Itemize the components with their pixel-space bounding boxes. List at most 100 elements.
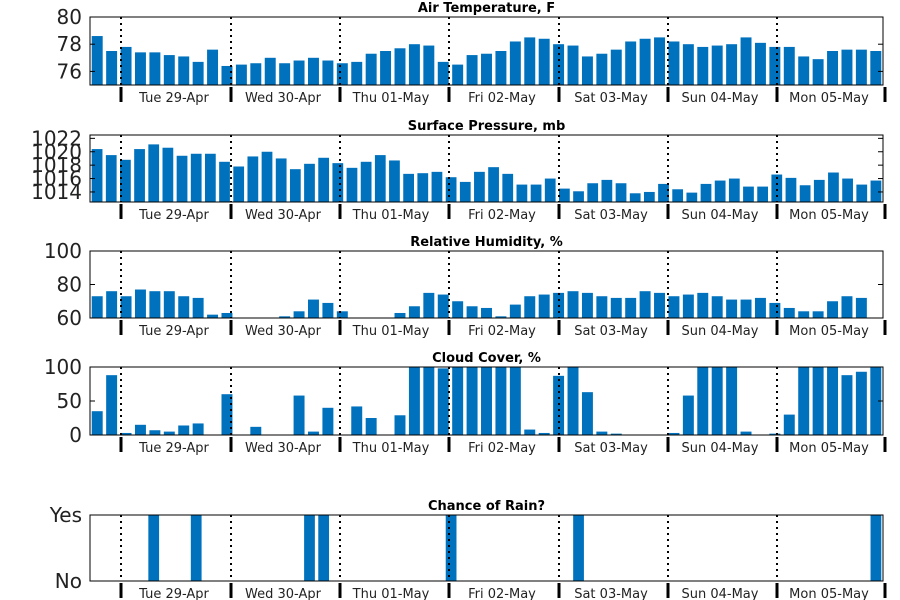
bar [870,51,882,85]
bar [567,291,579,318]
y-tick-label: 1014 [31,180,82,204]
bar [841,296,853,318]
bar [176,155,188,202]
bar [106,291,118,318]
bar [408,367,420,435]
bar [360,161,372,202]
x-tick-label: Sat 03-May [574,91,648,106]
bar [799,185,811,202]
x-tick-label: Mon 05-May [789,324,869,339]
bar [769,302,781,318]
bar [700,183,712,202]
bar [771,174,783,202]
bar [204,153,216,202]
bar [466,306,478,318]
chart-title: Relative Humidity, % [410,235,563,250]
bar [783,414,795,435]
bar [389,160,400,202]
bar [481,53,492,85]
bar [91,149,103,202]
bar [856,184,868,202]
bar [91,36,103,85]
bar [581,392,593,435]
bar [394,415,406,435]
bar [380,51,392,85]
bar [812,59,824,85]
bar [524,296,536,318]
bar [293,60,305,85]
bar [207,49,219,85]
bar [842,178,853,202]
bar [573,515,584,581]
bar [279,63,291,85]
x-tick-label: Mon 05-May [789,441,869,456]
chart-panel-2: Surface Pressure, mb 10141016101810201022… [31,119,887,223]
x-tick-label: Fri 02-May [468,91,536,106]
bar [192,297,204,318]
x-tick-label: Sun 04-May [682,587,759,600]
bar [192,423,204,435]
chart-panel-4: Cloud Cover, % 0 50 100 Tue 29-Apr Wed 30-Apr… [44,351,887,456]
x-tick-mark [775,320,779,335]
bar [841,375,853,435]
bar [221,65,233,85]
x-tick-label: Tue 29-Apr [138,91,209,106]
x-tick-label: Thu 01-May [352,324,430,339]
bar [149,430,161,435]
x-tick-label: Wed 30-Apr [245,441,322,456]
x-tick-label: Sat 03-May [574,324,648,339]
bar [553,44,565,85]
bar [351,406,363,435]
bar [293,395,305,435]
bar [783,46,795,85]
bar [740,431,752,435]
x-tick-mark [229,87,233,102]
bar [219,161,230,202]
x-tick-label: Tue 29-Apr [138,587,209,600]
bar [827,301,839,318]
bar [495,367,507,435]
bar [134,424,146,435]
x-tick-mark [775,204,779,219]
bar [394,312,406,318]
bar [668,296,680,318]
x-tick-label: Sat 03-May [574,208,648,223]
bar [336,63,348,85]
bar [726,299,738,318]
x-tick-mark [557,437,561,452]
x-tick-mark [666,87,670,102]
x-tick-mark [447,583,451,598]
bar [163,291,175,318]
x-tick-mark [119,437,123,452]
x-tick-mark [883,437,887,452]
x-tick-mark [229,437,233,452]
bar [178,56,190,85]
x-tick-label: Sun 04-May [682,441,759,456]
bar [163,431,175,435]
x-tick-label: Wed 30-Apr [245,91,322,106]
x-tick-label: Thu 01-May [352,441,430,456]
bar [827,51,839,85]
x-tick-label: Wed 30-Apr [245,208,322,223]
bar [682,294,694,318]
bar [481,367,492,435]
bar [190,153,202,202]
x-tick-mark [666,204,670,219]
bar [423,45,435,85]
bar [423,367,435,435]
bar [596,296,608,318]
bar [106,375,118,435]
bar [783,307,795,318]
bar [870,180,882,202]
bar [431,171,443,202]
bar [452,367,464,435]
x-tick-mark [557,87,561,102]
x-tick-mark [557,204,561,219]
bar [726,44,738,85]
bar [697,292,709,319]
y-tick-label: 50 [57,389,82,413]
y-tick-label: 76 [57,59,82,83]
x-tick-mark [666,583,670,598]
bar [221,312,233,318]
x-tick-mark [883,204,887,219]
